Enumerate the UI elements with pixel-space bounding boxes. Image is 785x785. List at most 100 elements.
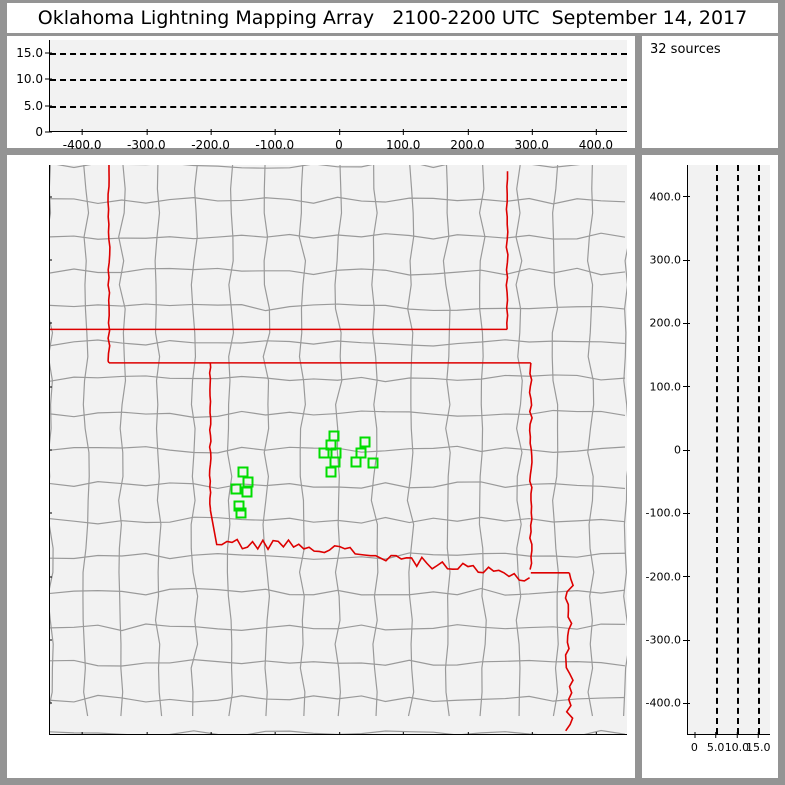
- axis-tick-mark: [683, 259, 690, 261]
- axis-tick-label: 10.0: [725, 732, 749, 754]
- time-height-plot-area: 0 5.0 10.0 15.0 -400.0 -300.0 -200.0 -100.0 0 100…: [16, 40, 627, 152]
- gridline-horizontal: [50, 105, 627, 108]
- title-bar: Oklahoma Lightning Mapping Array 2100-22…: [7, 3, 778, 33]
- gridline-vertical: [758, 165, 761, 734]
- axis-tick-mark: [403, 732, 405, 734]
- axis-tick-mark: [274, 732, 276, 734]
- map-geography: [50, 165, 627, 734]
- county-boundary: [262, 165, 271, 717]
- axis-tick-mark: [50, 639, 52, 641]
- axis-tick-label: -400.0: [63, 129, 101, 152]
- county-boundary: [154, 165, 163, 717]
- axis-tick-mark: [45, 131, 52, 133]
- map-plot-area[interactable]: -400.0-300.0-200.0-100.00100.0200.0300.0…: [49, 165, 627, 735]
- state-boundary: [208, 362, 212, 510]
- source-count-panel: 32 sources: [642, 36, 778, 148]
- axis-tick-mark: [694, 732, 696, 738]
- time-height-panel: 0 5.0 10.0 15.0 -400.0 -300.0 -200.0 -100.0 0 100…: [7, 36, 635, 152]
- axis-tick-mark: [338, 129, 340, 135]
- axis-tick-label: -400.0: [646, 697, 690, 710]
- axis-tick-mark: [50, 386, 52, 388]
- source-marker: [359, 436, 371, 448]
- axis-tick-mark: [467, 129, 469, 135]
- axis-tick-mark: [758, 732, 760, 738]
- axis-tick-label: 400.0: [579, 129, 613, 152]
- axis-tick-mark: [683, 702, 690, 704]
- source-marker: [242, 476, 254, 488]
- axis-tick-mark: [683, 576, 690, 578]
- axis-tick-label: 5.0: [24, 99, 52, 113]
- county-boundary: [623, 248, 627, 717]
- county-boundary: [50, 729, 626, 734]
- axis-tick-mark: [274, 129, 276, 135]
- county-boundary: [226, 165, 235, 717]
- map-panel[interactable]: -400.0-300.0-200.0-100.00100.0200.0300.0…: [7, 155, 635, 778]
- county-boundary: [586, 165, 595, 717]
- gridline-vertical: [736, 165, 739, 734]
- axis-tick-mark: [683, 386, 690, 388]
- county-boundary: [50, 165, 54, 706]
- axis-tick-mark: [338, 732, 340, 734]
- county-boundary: [50, 374, 626, 383]
- county-boundary: [298, 165, 307, 717]
- axis-tick-mark: [146, 732, 148, 734]
- county-boundary: [478, 165, 487, 717]
- axis-tick-label: 15.0: [16, 46, 52, 60]
- axis-tick-label: 100.0: [650, 380, 690, 393]
- source-marker: [367, 457, 379, 469]
- gridline-horizontal: [50, 79, 627, 82]
- axis-tick-mark: [595, 732, 597, 734]
- county-boundary: [50, 232, 626, 240]
- gridline-horizontal: [50, 53, 627, 56]
- county-boundary: [190, 165, 199, 717]
- county-boundary: [50, 303, 626, 312]
- axis-tick-label: -300.0: [127, 129, 166, 152]
- axis-tick-mark: [82, 129, 84, 135]
- source-count-label: 32 sources: [650, 42, 721, 57]
- axis-tick-mark: [403, 129, 405, 135]
- county-boundary: [56, 165, 581, 169]
- axis-tick-label: 300.0: [514, 129, 549, 152]
- page-title: Oklahoma Lightning Mapping Array 2100-22…: [37, 7, 748, 29]
- axis-tick-mark: [210, 129, 212, 135]
- axis-tick-mark: [467, 732, 469, 734]
- axis-tick-mark: [45, 52, 52, 54]
- axis-tick-label: -100.0: [646, 507, 690, 520]
- source-marker: [355, 447, 367, 459]
- axis-tick-mark: [50, 576, 52, 578]
- axis-tick-label: 5.0: [707, 732, 724, 754]
- axis-tick-label: 300.0: [650, 254, 690, 267]
- county-boundary: [50, 267, 626, 276]
- source-marker: [329, 456, 341, 468]
- state-boundary: [528, 362, 533, 570]
- county-boundary: [82, 165, 90, 717]
- state-boundary: [564, 572, 575, 732]
- source-marker: [325, 466, 337, 478]
- axis-tick-mark: [45, 78, 52, 80]
- axis-tick-mark: [715, 732, 717, 738]
- county-boundary: [551, 165, 559, 717]
- county-boundary: [50, 409, 626, 418]
- axis-tick-mark: [531, 732, 533, 734]
- axis-tick-mark: [50, 702, 52, 704]
- axis-tick-mark: [595, 129, 597, 135]
- axis-tick-mark: [45, 105, 52, 107]
- axis-tick-mark: [50, 512, 52, 514]
- axis-tick-label: -200.0: [191, 129, 230, 152]
- axis-tick-mark: [683, 449, 690, 451]
- axis-tick-label: 200.0: [450, 129, 485, 152]
- axis-tick-label: -100.0: [255, 129, 294, 152]
- axis-tick-label: 0: [691, 732, 698, 754]
- height-profile-panel: -400.0 -300.0 -200.0 -100.0 0 100.0 200.0 300.0…: [642, 155, 778, 778]
- axis-tick-mark: [50, 449, 52, 451]
- county-boundary: [50, 694, 626, 703]
- axis-tick-label: -200.0: [646, 570, 690, 583]
- gridline-vertical: [715, 165, 718, 734]
- axis-tick-label: -300.0: [646, 634, 690, 647]
- county-boundary: [50, 481, 626, 490]
- axis-tick-mark: [683, 196, 690, 198]
- axis-tick-label: 0: [674, 444, 690, 457]
- county-boundary: [50, 516, 626, 525]
- county-boundary: [50, 339, 626, 347]
